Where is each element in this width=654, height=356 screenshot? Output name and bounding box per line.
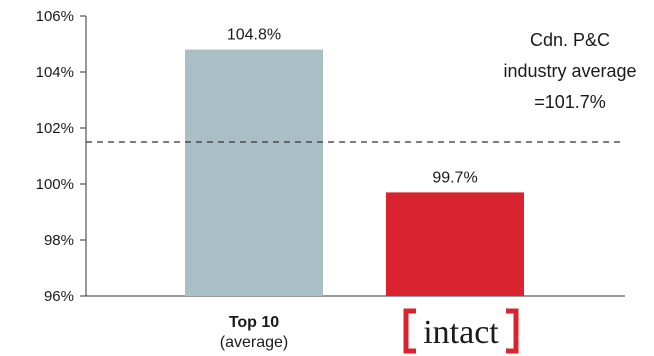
logo-wordmark: intact — [423, 314, 499, 351]
y-tick-label: 100% — [36, 176, 74, 193]
axes: 96% 98% 100% 102% 104% 106% — [36, 8, 625, 305]
annotation-line-1: Cdn. P&C — [530, 30, 610, 50]
bar-intact — [386, 192, 524, 296]
logo-left-bracket — [403, 308, 416, 354]
y-tick-label: 98% — [44, 232, 74, 249]
category-labels: Top 10 (average) — [220, 314, 288, 351]
bar-top10 — [185, 49, 323, 296]
category-sublabel-top10: (average) — [220, 334, 288, 351]
y-tick-label: 102% — [36, 120, 74, 137]
logo-right-bracket — [506, 308, 519, 354]
y-tick-label: 104% — [36, 64, 74, 81]
data-label: 99.7% — [432, 169, 477, 186]
y-tick-label: 106% — [36, 8, 74, 25]
intact-logo: intact — [403, 308, 519, 354]
bars: 104.8% 99.7% — [185, 27, 524, 296]
y-tick-label: 96% — [44, 288, 74, 305]
data-label: 104.8% — [227, 27, 281, 44]
reference-line-group: Cdn. P&C industry average =101.7% — [86, 30, 637, 143]
annotation-line-2: industry average — [503, 61, 636, 81]
annotation-line-3: =101.7% — [534, 92, 606, 112]
category-label-top10: Top 10 — [229, 314, 279, 331]
